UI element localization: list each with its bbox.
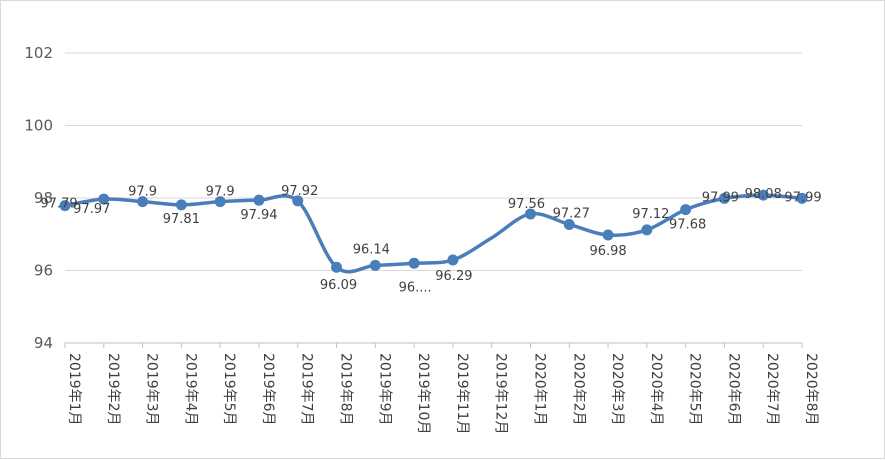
x-tick-label: 2019年12月 bbox=[493, 353, 509, 434]
data-label: 96.14 bbox=[353, 242, 390, 257]
x-tick-label: 2020年6月 bbox=[725, 353, 741, 426]
x-tick-label: 2019年9月 bbox=[376, 353, 392, 426]
data-point bbox=[641, 224, 653, 236]
data-label: 96.09 bbox=[320, 278, 357, 293]
x-tick-label: 2020年3月 bbox=[609, 353, 625, 426]
data-point bbox=[98, 193, 110, 205]
data-point bbox=[175, 199, 187, 211]
x-tick-label: 2020年4月 bbox=[648, 353, 664, 426]
data-label: 97.99 bbox=[702, 190, 739, 205]
x-tick-label: 2019年5月 bbox=[221, 353, 237, 426]
x-tick-label: 2020年7月 bbox=[764, 353, 780, 426]
x-tick-label: 2019年1月 bbox=[66, 353, 82, 426]
data-point bbox=[369, 259, 381, 271]
data-label: 97.79 bbox=[40, 197, 77, 212]
data-point bbox=[447, 254, 459, 266]
data-label: 97.94 bbox=[240, 208, 277, 223]
data-label: 98.08 bbox=[745, 187, 782, 202]
x-axis: 2019年1月 2019年2月 2019年3月 2019年4月 2019年5月 2019年… bbox=[64, 342, 819, 434]
data-point bbox=[563, 218, 575, 230]
data-label: 97.12 bbox=[632, 207, 669, 222]
y-tick-label: 100 bbox=[24, 117, 53, 135]
gridlines bbox=[65, 52, 802, 271]
data-label: 97.27 bbox=[553, 206, 590, 221]
data-label: 96.98 bbox=[589, 244, 626, 259]
data-label: 96.... bbox=[399, 280, 432, 295]
x-tick-label: 2019年11月 bbox=[454, 353, 470, 434]
y-tick-label: 94 bbox=[34, 334, 53, 352]
x-tick-label: 2020年1月 bbox=[531, 353, 547, 426]
y-tick-label: 98 bbox=[34, 189, 53, 207]
data-label: 96.29 bbox=[435, 269, 472, 284]
data-point bbox=[796, 192, 808, 204]
x-tick-label: 2019年7月 bbox=[299, 353, 315, 426]
x-tick-label: 2019年2月 bbox=[105, 353, 121, 426]
x-tick-label: 2020年8月 bbox=[803, 353, 819, 426]
data-point bbox=[718, 192, 730, 204]
series-line-path bbox=[63, 193, 804, 274]
data-label: 97.97 bbox=[73, 202, 110, 217]
data-point bbox=[214, 196, 226, 208]
data-point bbox=[331, 261, 343, 273]
x-tick-label: 2019年3月 bbox=[144, 353, 160, 426]
data-point bbox=[253, 194, 265, 206]
y-axis-ticks: 94 96 98 100 102 bbox=[24, 44, 53, 352]
x-tick-label: 2019年4月 bbox=[182, 353, 198, 426]
data-label: 97.92 bbox=[281, 184, 318, 199]
data-point bbox=[524, 208, 536, 220]
data-label: 97.9 bbox=[128, 185, 157, 200]
series-line bbox=[63, 193, 804, 274]
x-tick-label: 2020年2月 bbox=[570, 353, 586, 426]
data-label: 97.68 bbox=[669, 218, 706, 233]
data-point bbox=[680, 204, 692, 216]
x-tick-label: 2020年5月 bbox=[687, 353, 703, 426]
data-point bbox=[292, 195, 304, 207]
y-tick-label: 102 bbox=[24, 44, 53, 62]
data-point bbox=[757, 189, 769, 201]
data-point bbox=[137, 196, 149, 208]
data-point bbox=[602, 229, 614, 241]
data-point bbox=[408, 257, 420, 269]
data-label: 97.56 bbox=[508, 197, 545, 212]
data-label: 97.99 bbox=[784, 190, 821, 205]
data-label: 97.81 bbox=[163, 212, 200, 227]
series-points bbox=[59, 189, 808, 273]
data-point bbox=[59, 200, 71, 212]
data-label: 97.9 bbox=[206, 185, 235, 200]
x-tick-label: 2019年8月 bbox=[338, 353, 354, 426]
x-tick-label: 2019年10月 bbox=[415, 353, 431, 434]
y-tick-label: 96 bbox=[34, 262, 53, 280]
x-tick-label: 2019年6月 bbox=[260, 353, 276, 426]
